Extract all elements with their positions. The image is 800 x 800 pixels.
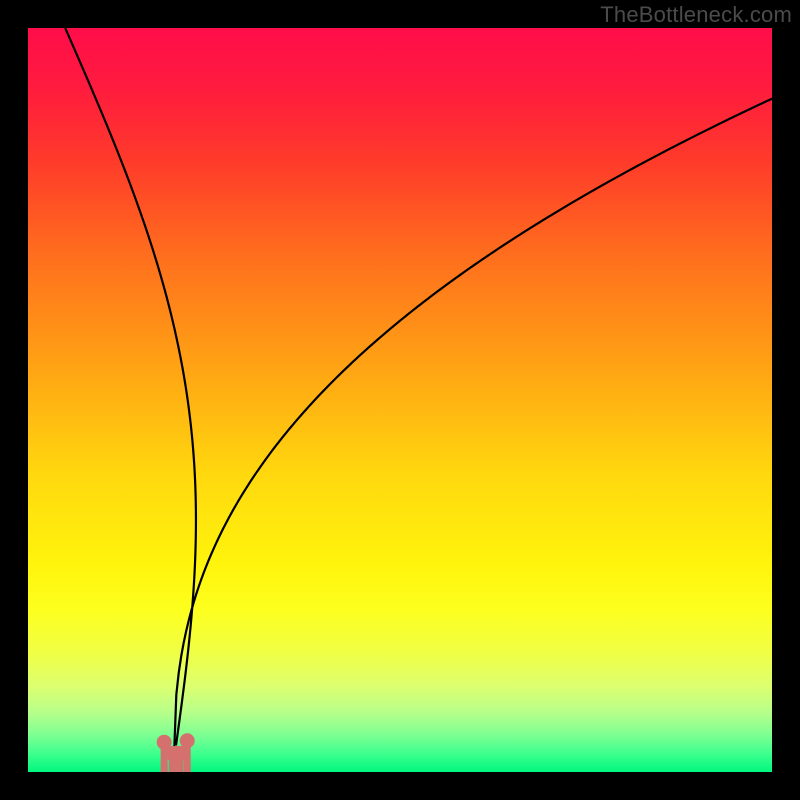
chart-stage: TheBottleneck.com <box>0 0 800 800</box>
attribution-label: TheBottleneck.com <box>600 2 792 28</box>
plot-background <box>28 28 772 772</box>
bottleneck-curve-chart <box>0 0 800 800</box>
cusp-marker-dot <box>180 733 195 748</box>
